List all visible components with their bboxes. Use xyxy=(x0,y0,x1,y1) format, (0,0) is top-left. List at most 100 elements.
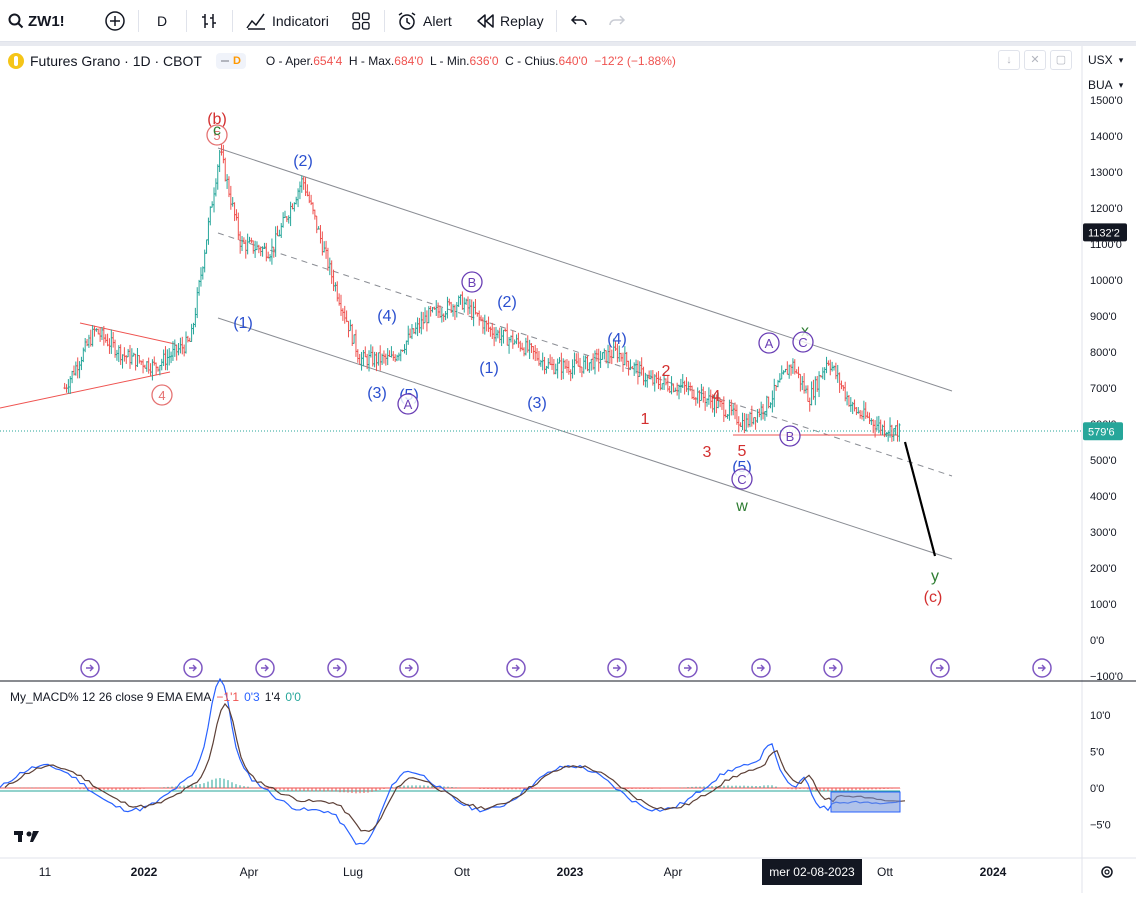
price-tick-label: 700'0 xyxy=(1090,383,1117,395)
wave-label[interactable]: w xyxy=(735,498,748,515)
wave-label[interactable]: 4 xyxy=(712,388,721,405)
wave-label[interactable]: c xyxy=(213,122,221,139)
wave-label[interactable]: 4 xyxy=(158,388,165,403)
channel-lower-line[interactable] xyxy=(217,317,953,560)
indicators-icon xyxy=(246,13,265,30)
top-toolbar: ZW1! D Indicatori Alert Replay xyxy=(0,0,1136,42)
market-status-badge[interactable]: D xyxy=(215,53,246,69)
wave-label[interactable]: A xyxy=(404,397,413,412)
chevron-down-icon: ▾ xyxy=(1118,79,1124,90)
wave-label-circle xyxy=(397,393,419,415)
time-tick-label: 2022 xyxy=(131,865,158,879)
wave-label[interactable]: (1) xyxy=(479,360,499,377)
compare-button[interactable] xyxy=(104,8,126,34)
layouts-button[interactable] xyxy=(352,8,370,34)
wave-label[interactable]: y xyxy=(931,568,939,585)
redo-button[interactable] xyxy=(608,8,626,34)
move-down-icon[interactable]: ↓ xyxy=(998,50,1020,70)
macd-tick-label: −5'0 xyxy=(1090,820,1111,832)
chart-canvas[interactable]: (b)5c(2)(1)(4)(3)(5)AB(2)(1)(3)(4)421435… xyxy=(0,46,1136,893)
price-marker-high xyxy=(1083,223,1127,242)
wave-label[interactable]: (1) xyxy=(233,315,253,332)
change-value: −12'2 (−1.88%) xyxy=(594,54,676,68)
wave-label[interactable]: 3 xyxy=(703,444,712,461)
wave-label[interactable]: (2) xyxy=(293,153,313,170)
redo-icon xyxy=(609,15,626,26)
unit-select[interactable]: BUA ▾ xyxy=(1084,75,1134,95)
macd-legend: My_MACD% 12 26 close 9 EMA EMA −1'1 0'3 … xyxy=(10,690,301,704)
channel-mid-line[interactable] xyxy=(217,232,953,477)
price-scale[interactable]: 1400'0 1300'0 1200'0 1100'0 1000'0 900'0 800'0… xyxy=(1083,95,1127,683)
macd-highlight-box[interactable] xyxy=(830,791,901,813)
minus-icon xyxy=(220,60,229,62)
wave-label[interactable]: 1 xyxy=(641,411,650,428)
divider xyxy=(384,10,385,32)
event-arrow-icon xyxy=(613,664,621,672)
triangle-upper-line[interactable] xyxy=(79,322,176,345)
wave-label-circle xyxy=(151,384,173,406)
price-tick-label: 1500'0 xyxy=(1090,95,1123,107)
plus-circle-icon xyxy=(105,11,125,31)
collapse-icon[interactable]: ✕ xyxy=(1024,50,1046,70)
wave-label[interactable]: B xyxy=(786,429,795,444)
chart-title[interactable]: Futures Grano · 1D · CBOT xyxy=(30,53,202,69)
currency-label: USX xyxy=(1088,53,1113,67)
event-arrow-icon xyxy=(1038,664,1046,672)
event-arrow-icon xyxy=(333,664,341,672)
macd-value-2: 0'3 xyxy=(244,690,260,704)
macd-tick-label: 0'0 xyxy=(1090,783,1104,795)
alert-button[interactable]: Alert xyxy=(397,8,452,34)
chart-type-button[interactable] xyxy=(200,8,218,34)
wave-label[interactable]: (c) xyxy=(924,589,943,606)
alert-label: Alert xyxy=(423,13,452,29)
wave-label[interactable]: C xyxy=(737,472,746,487)
tradingview-logo xyxy=(14,831,39,842)
wave-label[interactable]: C xyxy=(798,335,807,350)
price-tick-label: 500'0 xyxy=(1090,455,1117,467)
macd-pane: 10'0 5'0 0'0 −5'0 xyxy=(0,677,1111,845)
price-tick-label: 800'0 xyxy=(1090,347,1117,359)
event-arrow-icon xyxy=(512,664,520,672)
wave-label[interactable]: (4) xyxy=(377,308,397,325)
wave-label[interactable]: A xyxy=(765,336,774,351)
crosshair-time-marker xyxy=(762,859,862,885)
symbol-search[interactable]: ZW1! xyxy=(8,8,65,34)
close-label: C - Chius. xyxy=(505,54,559,68)
chevron-down-icon: ▾ xyxy=(1118,54,1124,65)
projection-line[interactable] xyxy=(903,441,937,557)
low-value: 636'0 xyxy=(469,54,499,68)
wave-label[interactable]: (3) xyxy=(527,395,547,412)
channel-upper-line[interactable] xyxy=(217,147,953,392)
wave-label-circle xyxy=(731,468,753,490)
wave-label[interactable]: x xyxy=(801,323,809,340)
macd-tick-label: 5'0 xyxy=(1090,747,1104,759)
price-tick-label: −100'0 xyxy=(1090,671,1123,683)
macd-title[interactable]: My_MACD% 12 26 close 9 EMA EMA xyxy=(10,690,212,704)
wave-label[interactable]: (4) xyxy=(607,331,627,348)
wave-label[interactable]: 5 xyxy=(738,443,747,460)
settings-gear-icon[interactable] xyxy=(1101,866,1113,878)
unit-label: BUA xyxy=(1088,78,1113,92)
interval-button[interactable]: D xyxy=(157,8,167,34)
time-tick-label: 11 xyxy=(39,865,52,879)
macd-value-3: 1'4 xyxy=(264,690,281,704)
triangle-lower-line[interactable] xyxy=(0,371,171,409)
wave-label[interactable]: 2 xyxy=(662,363,671,380)
wave-label[interactable]: (b) xyxy=(207,111,227,128)
price-series xyxy=(63,143,901,442)
time-tick-label: Ott xyxy=(877,865,894,879)
indicators-button[interactable]: Indicatori xyxy=(246,8,329,34)
wave-label[interactable]: (3) xyxy=(367,385,387,402)
wave-label[interactable]: 5 xyxy=(213,128,220,143)
wave-label[interactable]: (2) xyxy=(497,294,517,311)
currency-select[interactable]: USX ▾ xyxy=(1084,50,1134,70)
wave-label[interactable]: B xyxy=(468,275,477,290)
time-tick-label: Apr xyxy=(664,865,683,879)
wave-label-circle xyxy=(792,331,814,353)
maximize-icon[interactable]: ▢ xyxy=(1050,50,1072,70)
bars-chart-icon xyxy=(202,14,216,28)
time-scale[interactable]: 11 2022 Apr Lug Ott 2023 Apr Ott 2024 mer 02-08-2… xyxy=(39,859,1007,885)
undo-button[interactable] xyxy=(570,8,588,34)
time-tick-label: Lug xyxy=(343,865,363,879)
replay-button[interactable]: Replay xyxy=(476,8,544,34)
